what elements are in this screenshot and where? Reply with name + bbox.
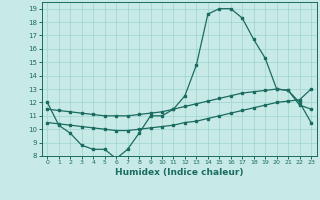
X-axis label: Humidex (Indice chaleur): Humidex (Indice chaleur) <box>115 168 244 177</box>
